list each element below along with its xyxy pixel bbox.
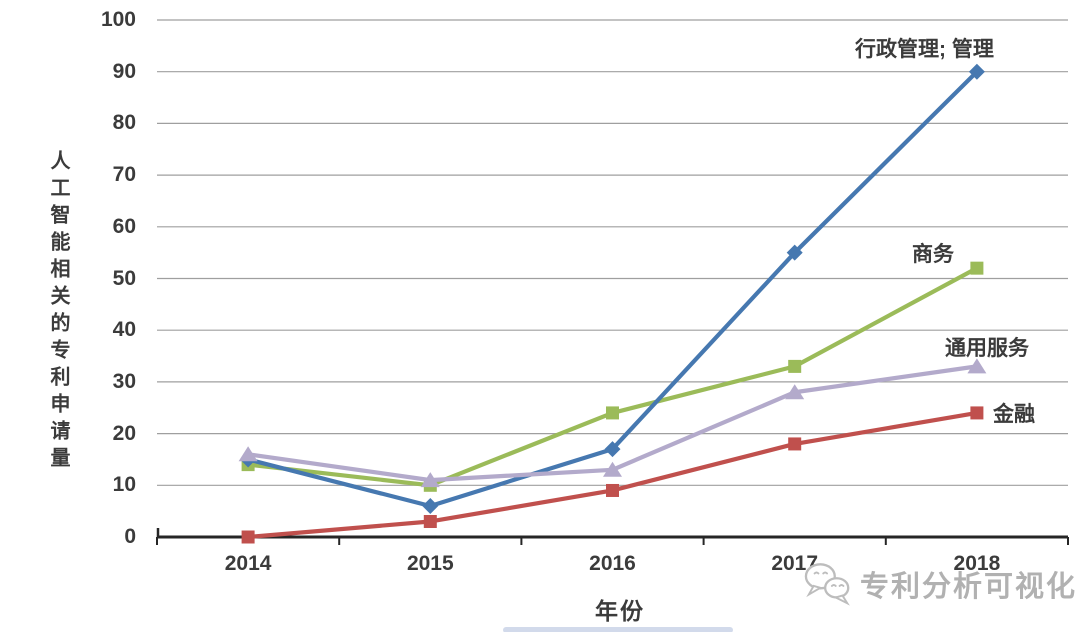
- x-tick-label: 2014: [224, 552, 272, 575]
- y-tick-label: 100: [100, 8, 136, 31]
- series-marker: [967, 358, 987, 374]
- series-marker: [238, 446, 258, 462]
- watermark-text: 专利分析可视化: [860, 571, 1078, 603]
- series-label-admin-management: 行政管理; 管理: [855, 38, 994, 61]
- series-marker: [241, 530, 255, 544]
- x-tick-label: 2015: [406, 552, 454, 575]
- x-axis-title: 年份: [595, 598, 645, 624]
- y-tick-label: 30: [112, 369, 136, 393]
- series-marker: [785, 384, 805, 400]
- y-tick-label: 0: [124, 525, 136, 548]
- series-marker: [604, 441, 621, 458]
- wechat-icon: [804, 563, 850, 606]
- y-tick-label: 20: [112, 421, 136, 445]
- series-marker: [422, 497, 439, 514]
- series-marker: [786, 244, 803, 261]
- y-tick-label: 70: [112, 163, 136, 187]
- series-marker: [970, 406, 984, 420]
- series-marker: [606, 483, 619, 497]
- y-tick-label: 90: [112, 59, 136, 83]
- y-tick-label: 50: [112, 266, 136, 290]
- y-axis-title: 人工智能相关的专利申请量: [47, 150, 69, 474]
- y-tick-label: 80: [112, 111, 136, 135]
- series-label-business: 商务: [912, 243, 954, 266]
- y-tick-label: 10: [112, 473, 136, 497]
- series-line-0: [246, 69, 980, 509]
- series-marker: [420, 472, 440, 488]
- series-marker: [970, 261, 984, 275]
- watermark: 专利分析可视化: [804, 560, 1077, 608]
- series-marker: [606, 406, 619, 420]
- x-tick-label: 2018: [953, 552, 1001, 575]
- series-marker: [423, 514, 437, 528]
- series-marker: [788, 437, 802, 451]
- y-tick-label: 60: [112, 214, 136, 238]
- x-tick-label: 2017: [771, 552, 819, 575]
- series-marker: [788, 359, 802, 373]
- series-label-general-services: 通用服务: [945, 337, 1029, 360]
- series-label-finance: 金融: [993, 403, 1035, 426]
- series-marker: [968, 63, 985, 80]
- series-marker: [603, 461, 622, 477]
- y-tick-label: 40: [112, 318, 136, 342]
- x-tick-label: 2016: [589, 552, 636, 575]
- decorative-bar: [503, 627, 733, 632]
